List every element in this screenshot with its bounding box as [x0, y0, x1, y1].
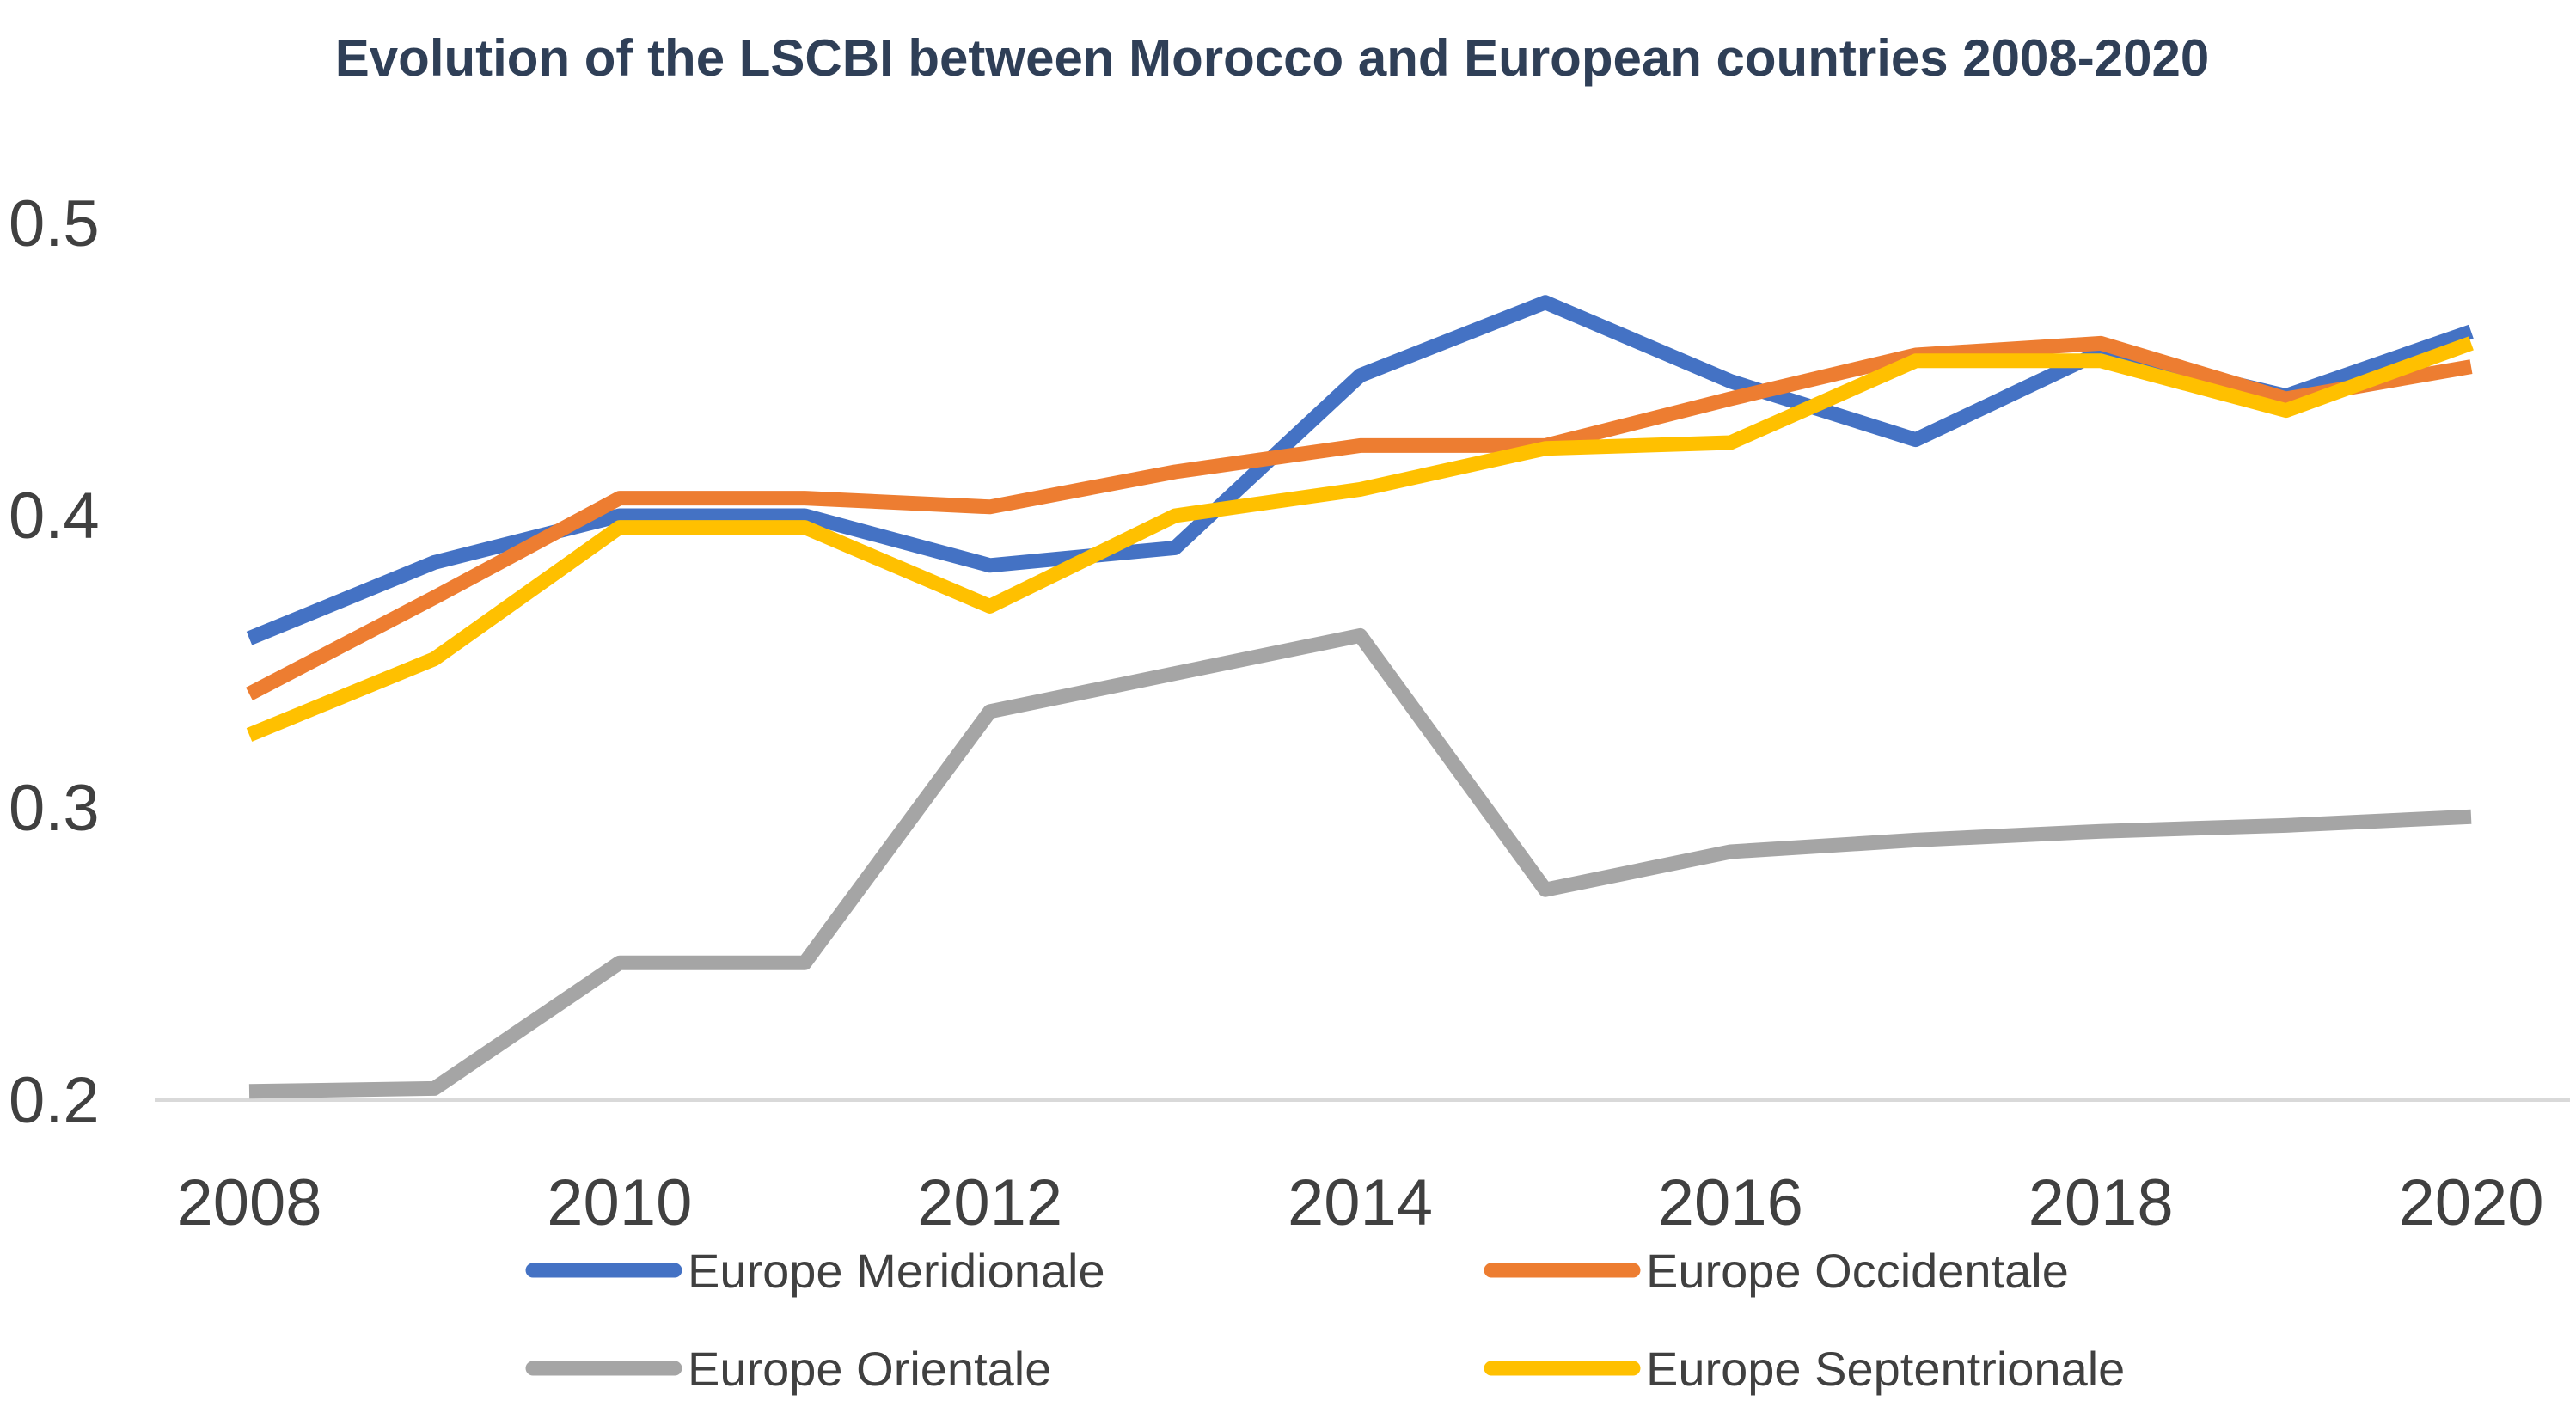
- legend-label: Europe Occidentale: [1646, 1244, 2069, 1298]
- y-tick-label: 0.5: [9, 187, 100, 260]
- y-axis-ticks: 0.2 0.3 0.4 0.5: [9, 187, 100, 1137]
- x-tick-label: 2020: [2398, 1166, 2543, 1239]
- y-tick-label: 0.3: [9, 772, 100, 845]
- x-tick-label: 2008: [176, 1166, 321, 1239]
- legend-label: Europe Meridionale: [688, 1244, 1105, 1298]
- series-line-europe-orientale: [248, 627, 2472, 1099]
- legend-item-europe-occidentale: Europe Occidentale: [1484, 1244, 2069, 1298]
- legend-label: Europe Orientale: [688, 1342, 1051, 1396]
- series-line-europe-meridionale: [246, 295, 2474, 645]
- legend-item-europe-septentrionale: Europe Septentrionale: [1484, 1342, 2125, 1396]
- x-tick-label: 2010: [547, 1166, 692, 1239]
- x-tick-label: 2014: [1288, 1166, 1433, 1239]
- y-tick-label: 0.2: [9, 1064, 100, 1137]
- series-line-europe-septentrionale: [246, 336, 2474, 742]
- series-line-europe-occidentale: [246, 335, 2473, 700]
- legend: Europe Meridionale Europe Occidentale Euro…: [525, 1244, 2125, 1396]
- x-tick-label: 2018: [2028, 1166, 2174, 1239]
- x-tick-label: 2016: [1658, 1166, 1803, 1239]
- legend-item-europe-meridionale: Europe Meridionale: [525, 1244, 1105, 1298]
- y-tick-label: 0.4: [9, 480, 100, 553]
- legend-label: Europe Septentrionale: [1646, 1342, 2125, 1396]
- x-axis-ticks: 2008 2010 2012 2014 2016 2018 2020: [176, 1166, 2543, 1239]
- chart-title: Evolution of the LSCBI between Morocco a…: [335, 29, 2209, 87]
- series-lines: [246, 295, 2474, 1099]
- legend-item-europe-orientale: Europe Orientale: [525, 1342, 1051, 1396]
- x-tick-label: 2012: [917, 1166, 1062, 1239]
